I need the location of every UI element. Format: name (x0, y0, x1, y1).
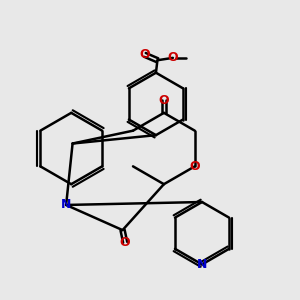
Text: O: O (120, 236, 130, 249)
Text: O: O (168, 51, 178, 64)
Text: O: O (159, 94, 169, 107)
Text: N: N (197, 258, 207, 271)
Text: O: O (140, 48, 150, 62)
Text: N: N (61, 199, 71, 212)
Text: O: O (190, 160, 200, 173)
